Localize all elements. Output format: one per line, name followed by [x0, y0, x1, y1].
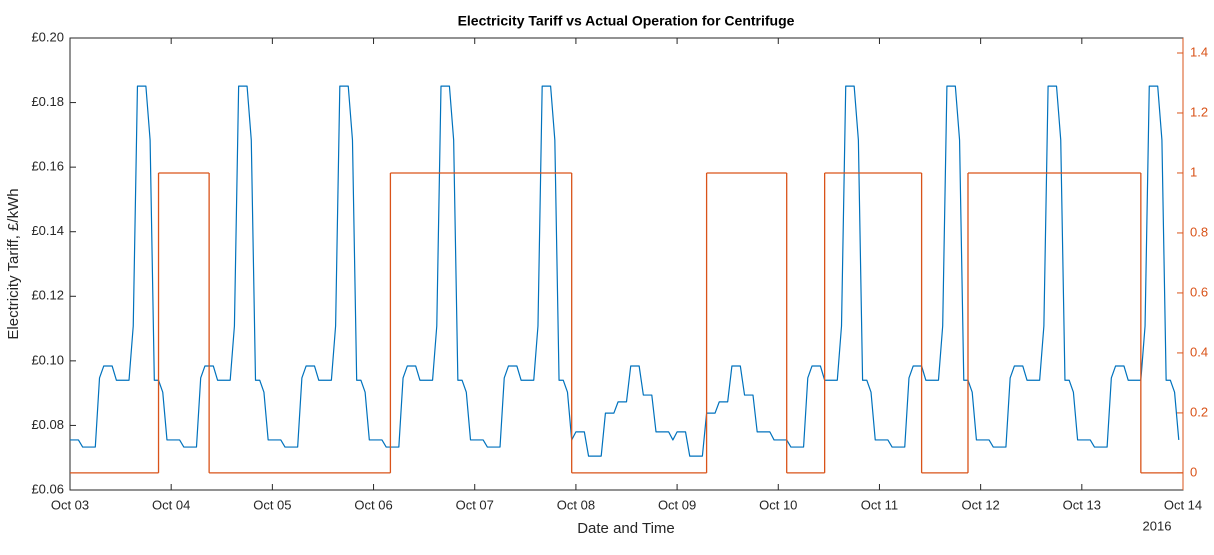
x-tick-label: Oct 11: [861, 497, 898, 512]
y2-tick-label: 0.4: [1190, 344, 1208, 359]
x-tick-label: Oct 03: [51, 497, 89, 512]
x-tick-label: Oct 09: [658, 497, 696, 512]
y-tick-label: £0.06: [31, 481, 64, 496]
x-tick-label: Oct 06: [354, 497, 392, 512]
x-tick-label: Oct 05: [253, 497, 291, 512]
y2-tick-label: 0.2: [1190, 404, 1208, 419]
year-label: 2016: [1143, 518, 1172, 533]
y2-tick-label: 1.2: [1190, 104, 1208, 119]
y-tick-label: £0.18: [31, 94, 64, 109]
y-tick-label: £0.10: [31, 352, 64, 367]
y-tick-label: £0.08: [31, 417, 64, 432]
x-tick-label: Oct 07: [456, 497, 494, 512]
y-tick-label: £0.16: [31, 159, 64, 174]
x-tick-label: Oct 10: [759, 497, 797, 512]
y2-tick-label: 1: [1190, 164, 1197, 179]
chart-title: Electricity Tariff vs Actual Operation f…: [458, 13, 795, 29]
x-tick-label: Oct 12: [961, 497, 999, 512]
y-axis-label: Electricity Tariff, £/kWh: [5, 188, 22, 339]
x-tick-label: Oct 14: [1164, 497, 1202, 512]
x-tick-label: Oct 04: [152, 497, 190, 512]
y-tick-label: £0.20: [31, 29, 64, 44]
x-tick-label: Oct 08: [557, 497, 595, 512]
x-axis-label: Date and Time: [577, 520, 675, 537]
series-line: [70, 85, 1180, 457]
y2-tick-label: 0: [1190, 464, 1197, 479]
x-tick-label: Oct 13: [1063, 497, 1101, 512]
y2-tick-label: 0.8: [1190, 224, 1208, 239]
y-tick-label: £0.12: [31, 288, 64, 303]
y2-tick-label: 1.4: [1190, 44, 1208, 59]
y-tick-label: £0.14: [31, 223, 64, 238]
y2-tick-label: 0.6: [1190, 284, 1208, 299]
